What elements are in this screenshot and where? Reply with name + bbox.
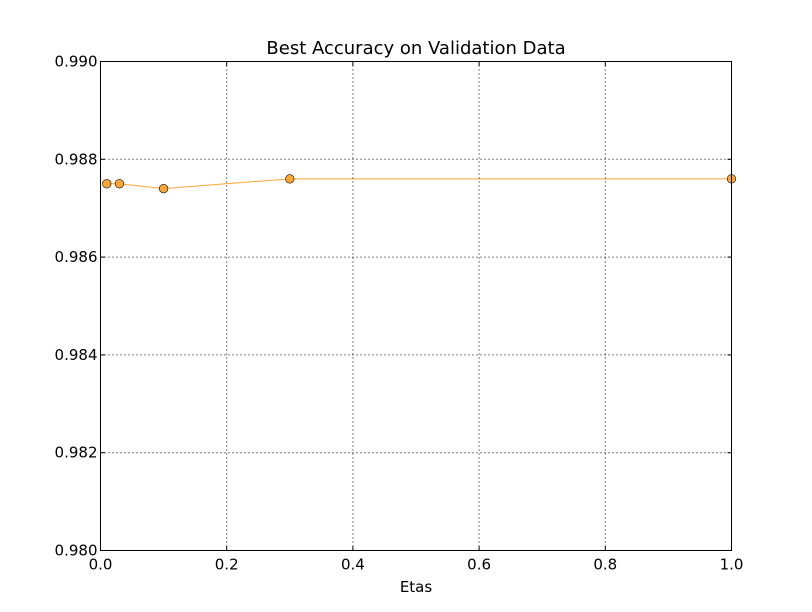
x-tick-label: 0.4 [341,556,365,574]
x-tick-label: 0.8 [593,556,617,574]
axis-ticks: 0.0 0.2 0.4 0.6 0.8 1.0 0.980 0.982 0.984 0.986 0.… [55,53,744,574]
y-tick-label: 0.988 [55,150,98,168]
chart-title: Best Accuracy on Validation Data [266,38,565,59]
data-point [102,179,112,189]
y-tick-label: 0.984 [55,346,98,364]
x-axis-title: Etas [400,578,433,596]
series-layer [102,174,737,194]
data-point [159,184,169,194]
y-tick-label: 0.980 [55,542,98,560]
x-tick-label: 0.6 [467,556,491,574]
plot-frame [100,61,732,551]
series-line [106,178,732,190]
y-tick-label: 0.982 [55,444,98,462]
x-tick-label: 0.0 [89,556,113,574]
x-tick-label: 1.0 [720,556,744,574]
y-tick-label: 0.986 [55,248,98,266]
x-tick-label: 0.2 [215,556,239,574]
data-point [285,174,295,184]
data-point [114,179,125,189]
y-tick-label: 0.990 [55,53,98,71]
grid [100,61,732,551]
